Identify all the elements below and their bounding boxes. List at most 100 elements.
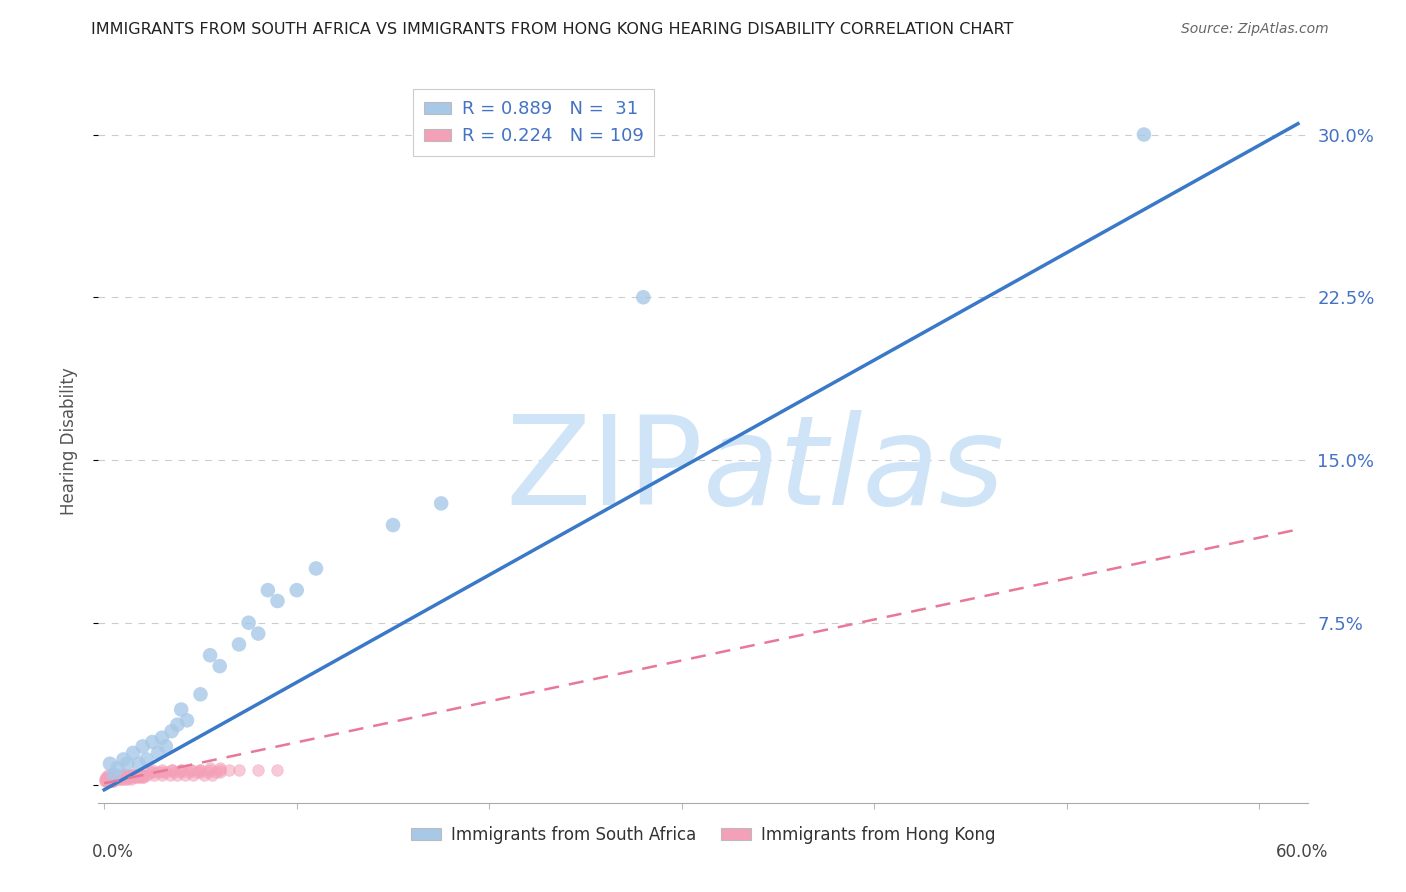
Point — [94, 772, 117, 786]
Point — [117, 756, 139, 771]
Point — [110, 767, 132, 781]
Point — [112, 752, 135, 766]
Point — [120, 770, 142, 784]
Point — [197, 765, 219, 780]
Point — [155, 765, 177, 780]
Point — [238, 615, 260, 630]
Point — [135, 767, 157, 781]
Point — [112, 770, 135, 784]
Point — [108, 770, 131, 784]
Point — [120, 772, 142, 786]
Point — [162, 765, 184, 780]
Point — [101, 772, 124, 786]
Point — [174, 767, 197, 781]
Point — [117, 767, 139, 781]
Point — [100, 770, 122, 784]
Point — [117, 772, 139, 786]
Point — [208, 764, 231, 778]
Point — [97, 774, 120, 789]
Point — [170, 764, 193, 778]
Text: Source: ZipAtlas.com: Source: ZipAtlas.com — [1181, 22, 1329, 37]
Point — [112, 770, 135, 784]
Point — [125, 767, 148, 781]
Point — [141, 765, 163, 780]
Point — [101, 772, 124, 786]
Point — [177, 765, 200, 780]
Point — [100, 772, 122, 786]
Point — [108, 770, 131, 784]
Point — [114, 767, 136, 781]
Point — [190, 687, 212, 701]
Point — [94, 774, 117, 789]
Point — [96, 772, 118, 786]
Point — [305, 561, 328, 575]
Point — [205, 765, 228, 780]
Point — [208, 659, 231, 673]
Text: 60.0%: 60.0% — [1277, 843, 1329, 861]
Point — [94, 774, 117, 789]
Point — [104, 772, 127, 786]
Point — [146, 765, 169, 780]
Point — [160, 764, 183, 778]
Point — [633, 290, 655, 304]
Point — [101, 774, 124, 789]
Point — [166, 717, 188, 731]
Point — [110, 767, 132, 781]
Point — [159, 767, 181, 781]
Point — [150, 767, 173, 781]
Point — [118, 767, 141, 781]
Point — [160, 724, 183, 739]
Point — [98, 772, 121, 786]
Point — [118, 770, 141, 784]
Point — [170, 764, 193, 778]
Point — [128, 770, 150, 784]
Point — [98, 772, 121, 786]
Point — [129, 767, 152, 781]
Point — [107, 770, 129, 784]
Point — [143, 767, 166, 781]
Point — [103, 770, 125, 784]
Point — [160, 764, 183, 778]
Point — [186, 765, 208, 780]
Point — [176, 714, 198, 728]
Point — [110, 772, 132, 786]
Point — [103, 767, 125, 781]
Point — [198, 761, 221, 775]
Point — [104, 772, 127, 786]
Y-axis label: Hearing Disability: Hearing Disability — [59, 368, 77, 516]
Point — [125, 767, 148, 781]
Text: ZIP: ZIP — [505, 410, 703, 531]
Point — [266, 594, 288, 608]
Text: IMMIGRANTS FROM SOUTH AFRICA VS IMMIGRANTS FROM HONG KONG HEARING DISABILITY COR: IMMIGRANTS FROM SOUTH AFRICA VS IMMIGRAN… — [91, 22, 1014, 37]
Point — [97, 770, 120, 784]
Point — [131, 770, 153, 784]
Text: atlas: atlas — [703, 410, 1005, 531]
Point — [218, 764, 240, 778]
Point — [122, 746, 145, 760]
Point — [128, 756, 150, 771]
Point — [129, 767, 152, 781]
Point — [201, 767, 224, 781]
Point — [141, 735, 163, 749]
Point — [190, 764, 212, 778]
Point — [117, 767, 139, 781]
Point — [98, 770, 121, 784]
Point — [107, 772, 129, 786]
Legend: Immigrants from South Africa, Immigrants from Hong Kong: Immigrants from South Africa, Immigrants… — [402, 818, 1004, 852]
Point — [131, 770, 153, 784]
Point — [1133, 128, 1156, 142]
Point — [98, 772, 121, 786]
Point — [285, 583, 308, 598]
Point — [107, 761, 129, 775]
Point — [100, 774, 122, 789]
Point — [112, 770, 135, 784]
Point — [146, 746, 169, 760]
Point — [166, 767, 188, 781]
Point — [122, 767, 145, 781]
Point — [97, 767, 120, 781]
Point — [131, 739, 153, 754]
Point — [150, 765, 173, 780]
Point — [101, 774, 124, 789]
Point — [108, 772, 131, 786]
Point — [124, 770, 146, 784]
